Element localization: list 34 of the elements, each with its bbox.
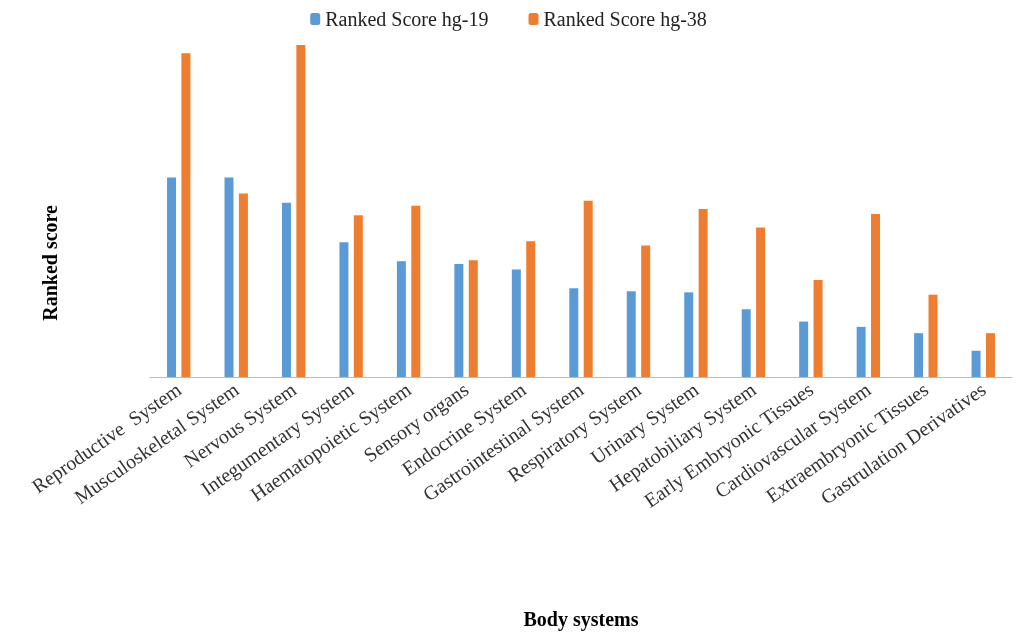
bar — [928, 294, 938, 377]
bar — [756, 227, 766, 377]
bar — [698, 209, 708, 377]
bar — [224, 177, 234, 377]
bar — [511, 269, 521, 377]
bar — [353, 215, 363, 377]
bar — [238, 193, 248, 377]
bar — [339, 242, 349, 377]
bar — [281, 202, 291, 377]
bar — [871, 213, 881, 377]
bar — [167, 177, 177, 377]
bar — [813, 280, 823, 377]
bar — [411, 205, 421, 377]
bar — [985, 333, 995, 377]
bar — [684, 292, 694, 377]
bar — [741, 309, 751, 377]
bar — [914, 333, 924, 377]
bar — [799, 321, 809, 377]
bar — [296, 45, 306, 377]
bar — [181, 53, 191, 377]
bar — [583, 200, 593, 377]
x-axis-title: Body systems — [523, 608, 639, 631]
bar — [569, 288, 579, 377]
bar — [396, 261, 406, 377]
bar — [454, 264, 464, 377]
legend-label: Ranked Score hg-19 — [325, 8, 489, 31]
legend-label: Ranked Score hg-38 — [543, 8, 707, 31]
bar — [971, 350, 981, 377]
bar — [468, 260, 478, 377]
bar — [626, 291, 636, 377]
bar — [856, 326, 866, 377]
y-axis-title: Ranked score — [39, 204, 61, 321]
bar — [641, 245, 651, 377]
bar — [526, 241, 536, 377]
